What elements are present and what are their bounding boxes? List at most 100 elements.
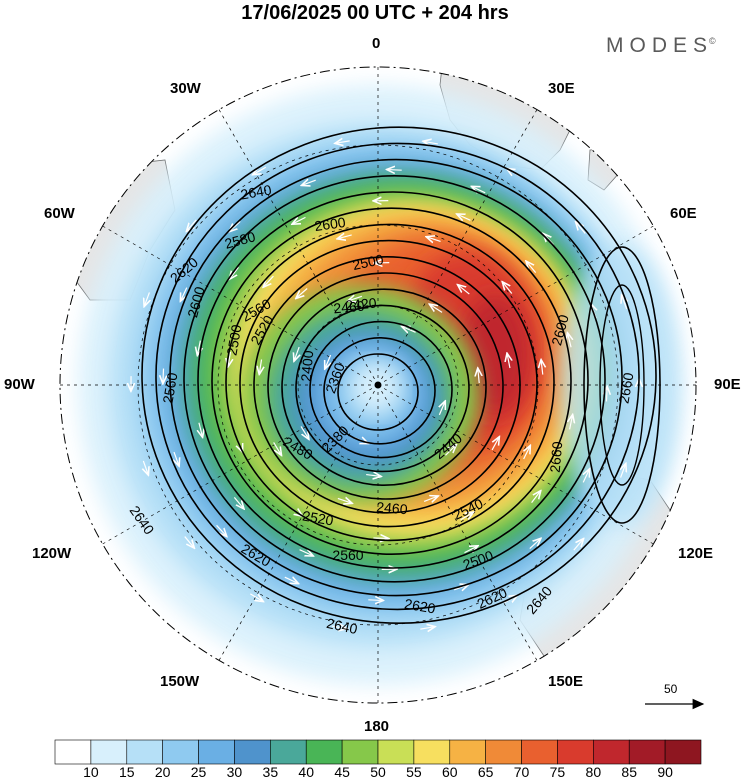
wind-arrow	[284, 577, 298, 583]
colorbar-tick-label: 85	[621, 764, 637, 780]
colorbar-swatch	[664, 739, 702, 765]
wind-arrow	[230, 267, 239, 278]
wind-arrow	[293, 217, 306, 223]
colorbar-swatch	[593, 739, 630, 765]
lon-label-120w: 120W	[32, 545, 72, 562]
reference-vector-label: 50	[664, 682, 678, 696]
colorbar-swatch	[198, 739, 235, 765]
colorbar-swatch	[90, 739, 128, 765]
wind-arrow	[420, 627, 434, 629]
height-contour	[267, 272, 504, 500]
contour-label: 2600	[184, 285, 208, 319]
wind-arrow	[568, 334, 571, 348]
lon-label-60w: 60W	[44, 205, 75, 222]
colorbar-tick-label: 25	[190, 764, 207, 780]
wind-arrow	[337, 498, 351, 503]
wind-arrow	[325, 354, 330, 368]
graticule	[60, 67, 696, 703]
contour-label: 2520	[301, 507, 335, 528]
colorbar-swatch	[413, 739, 451, 765]
colorbar-swatch	[485, 739, 522, 765]
colorbar-swatch	[377, 739, 415, 765]
wind-arrow	[460, 513, 473, 521]
colorbar-swatch	[628, 739, 666, 765]
wind-arrow	[300, 426, 308, 438]
wind-arrow	[583, 470, 589, 483]
colorbar-swatch	[234, 739, 271, 765]
wind-arrow	[174, 451, 179, 465]
wind-arrow	[294, 346, 299, 360]
contour-label: 2620	[403, 595, 437, 616]
colorbar-swatch	[305, 739, 343, 765]
height-contour	[323, 336, 436, 445]
wind-arrow	[299, 550, 313, 556]
wind-arrow	[338, 235, 352, 239]
wind-arrow	[541, 361, 543, 375]
wind-arrow	[403, 327, 416, 332]
wind-arrow	[570, 416, 573, 430]
lon-label-90e: 90E	[714, 376, 741, 393]
wind-arrow	[430, 305, 443, 313]
wind-arrow	[332, 626, 346, 629]
contour-label: 2460	[376, 499, 409, 518]
wind-arrow	[184, 536, 194, 548]
height-contour	[141, 126, 657, 625]
lon-label-60e: 60E	[670, 205, 697, 222]
colorbar-tick-label: 90	[657, 764, 673, 780]
contour-label: 2600	[313, 214, 346, 234]
height-contour	[211, 207, 572, 556]
wind-arrow	[531, 492, 541, 503]
contour-label: 2500	[351, 251, 385, 273]
latitude-circle	[217, 224, 539, 546]
colorbar-tick-label: 80	[585, 764, 602, 780]
wind-arrow	[576, 223, 586, 234]
colorbar-tick-label: 10	[83, 764, 99, 780]
contour-label: 2560	[159, 371, 180, 405]
wind-arrow	[606, 387, 607, 402]
colorbar	[54, 739, 702, 765]
wind-arrow	[388, 170, 402, 171]
colorbar-tick-label: 65	[477, 764, 494, 780]
wind-arrow	[491, 438, 499, 451]
wind-streamlines	[131, 141, 639, 629]
height-contour	[155, 142, 640, 611]
contour-label: 2400	[298, 350, 317, 383]
colorbar-swatch	[341, 739, 379, 765]
wind-arrow	[424, 141, 438, 144]
wind-arrow	[621, 464, 626, 478]
colorbar-tick-label: 20	[154, 764, 171, 780]
colorbar-swatch	[270, 739, 307, 765]
brand-name: MODES	[606, 34, 714, 57]
contour-label: 2560	[332, 547, 363, 563]
contour-label: 2580	[223, 228, 257, 252]
lon-label-180: 180	[364, 718, 390, 735]
colorbar-tick-label: 15	[118, 764, 135, 780]
colorbar-swatch	[162, 739, 199, 765]
brand-logo: MODES©	[606, 34, 720, 58]
colorbar-swatch	[521, 739, 558, 765]
height-contour	[281, 288, 487, 487]
wind-arrow	[199, 422, 202, 437]
wind-arrow	[228, 351, 230, 366]
colorbar-tick-label: 35	[262, 764, 279, 780]
wind-arrow	[349, 296, 363, 300]
wind-arrow	[458, 285, 470, 295]
contour-label: 2640	[239, 181, 273, 202]
height-contour	[183, 174, 606, 583]
colorbar-swatch	[449, 739, 486, 765]
wind-arrow	[529, 539, 540, 549]
colorbar-swatch	[557, 739, 594, 765]
lon-label-0: 0	[372, 35, 381, 52]
contour-label: 2660	[615, 371, 636, 405]
wind-arrow	[427, 237, 441, 241]
colorbar-tick-label: 40	[298, 764, 314, 780]
wind-arrow	[216, 524, 226, 535]
height-contours	[141, 126, 661, 625]
wind-arrow	[250, 593, 262, 601]
wind-arrow	[527, 262, 537, 274]
height-contour	[169, 158, 623, 597]
map-boundary	[59, 66, 697, 704]
contour-label: 2640	[325, 615, 359, 637]
wind-arrow	[524, 446, 530, 460]
wind-arrow	[254, 166, 267, 174]
